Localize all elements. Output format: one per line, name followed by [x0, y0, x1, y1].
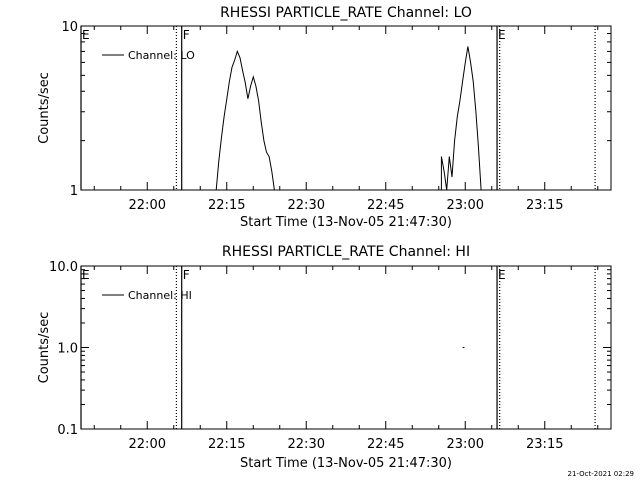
x-tick-label: 23:15 — [526, 437, 563, 452]
event-label: E — [82, 268, 90, 282]
event-label: E — [82, 28, 90, 42]
x-tick-label: 22:00 — [129, 198, 166, 213]
y-axis-label: Counts/sec — [37, 312, 52, 384]
event-label: F — [183, 268, 190, 282]
event-label: F — [183, 28, 190, 42]
chart-panel-0: RHESSI PARTICLE_RATE Channel: LO 22:00 22:… — [37, 5, 612, 230]
y-axis-label: Counts/sec — [37, 72, 52, 144]
x-tick-label: 22:45 — [367, 198, 404, 213]
x-tick-label: 23:00 — [447, 198, 484, 213]
x-tick-label: 22:45 — [367, 437, 404, 452]
legend-label: Channel: LO — [128, 49, 195, 62]
footer-timestamp: 21-Oct-2021 02:29 — [567, 470, 634, 478]
y-tick-label: 10 — [61, 20, 78, 35]
chart-title: RHESSI PARTICLE_RATE Channel: HI — [222, 244, 470, 260]
series-line — [215, 49, 275, 191]
chart-title: RHESSI PARTICLE_RATE Channel: LO — [220, 5, 472, 21]
y-tick-label: 1 — [70, 184, 78, 199]
x-tick-label: 22:15 — [208, 198, 245, 213]
x-tick-label: 22:00 — [129, 437, 166, 452]
x-tick-label: 22:15 — [208, 437, 245, 452]
x-axis-label: Start Time (13-Nov-05 21:47:30) — [240, 215, 452, 230]
event-label: E — [498, 28, 506, 42]
y-tick-label: 1.0 — [57, 342, 78, 357]
x-axis-label: Start Time (13-Nov-05 21:47:30) — [240, 456, 452, 471]
event-label: E — [498, 268, 506, 282]
x-tick-label: 22:30 — [288, 437, 325, 452]
y-tick-label: 0.1 — [57, 423, 78, 438]
x-tick-label: 23:15 — [526, 198, 563, 213]
y-tick-label: 10.0 — [49, 260, 78, 275]
x-tick-label: 22:30 — [288, 198, 325, 213]
legend-label: Channel: HI — [128, 289, 192, 302]
x-tick-label: 23:00 — [447, 437, 484, 452]
chart-panel-1: RHESSI PARTICLE_RATE Channel: HI 22:00 22:… — [37, 244, 612, 471]
series-line — [440, 46, 482, 191]
